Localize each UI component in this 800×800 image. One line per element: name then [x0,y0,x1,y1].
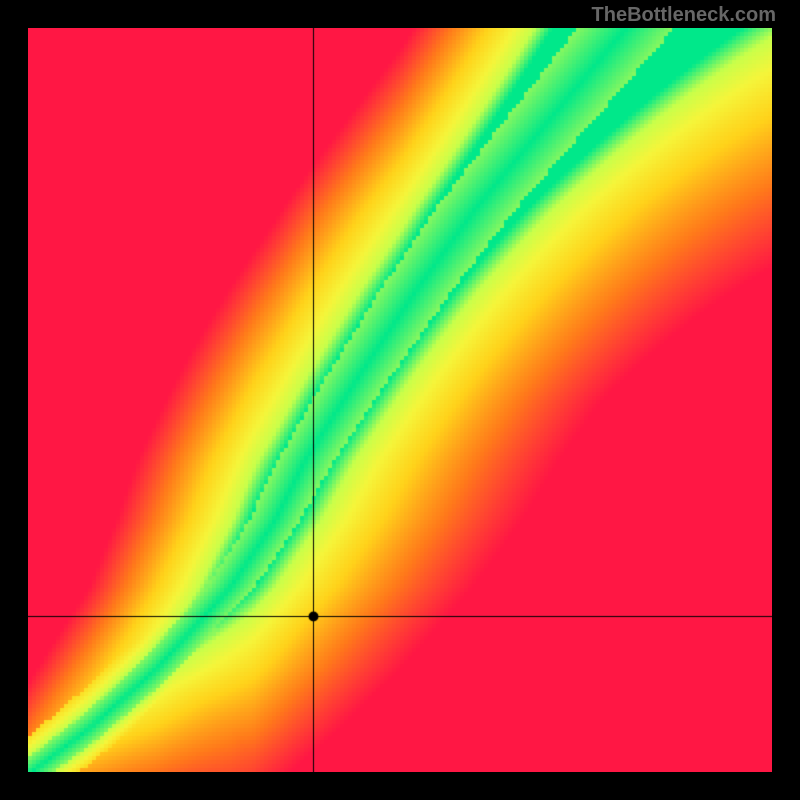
chart-container: TheBottleneck.com [0,0,800,800]
watermark-text: TheBottleneck.com [592,4,776,27]
bottleneck-heatmap [28,28,772,772]
